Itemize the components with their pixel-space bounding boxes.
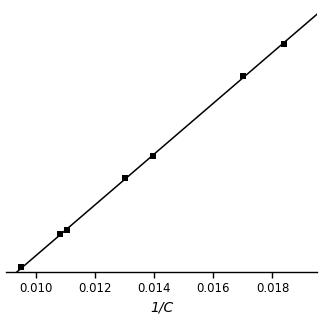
Point bbox=[64, 227, 69, 232]
Point bbox=[282, 41, 287, 46]
Point bbox=[240, 74, 245, 79]
Point bbox=[150, 154, 155, 159]
Point bbox=[19, 264, 24, 269]
X-axis label: 1/C: 1/C bbox=[150, 301, 173, 315]
Point bbox=[122, 176, 127, 181]
Point bbox=[57, 232, 62, 237]
